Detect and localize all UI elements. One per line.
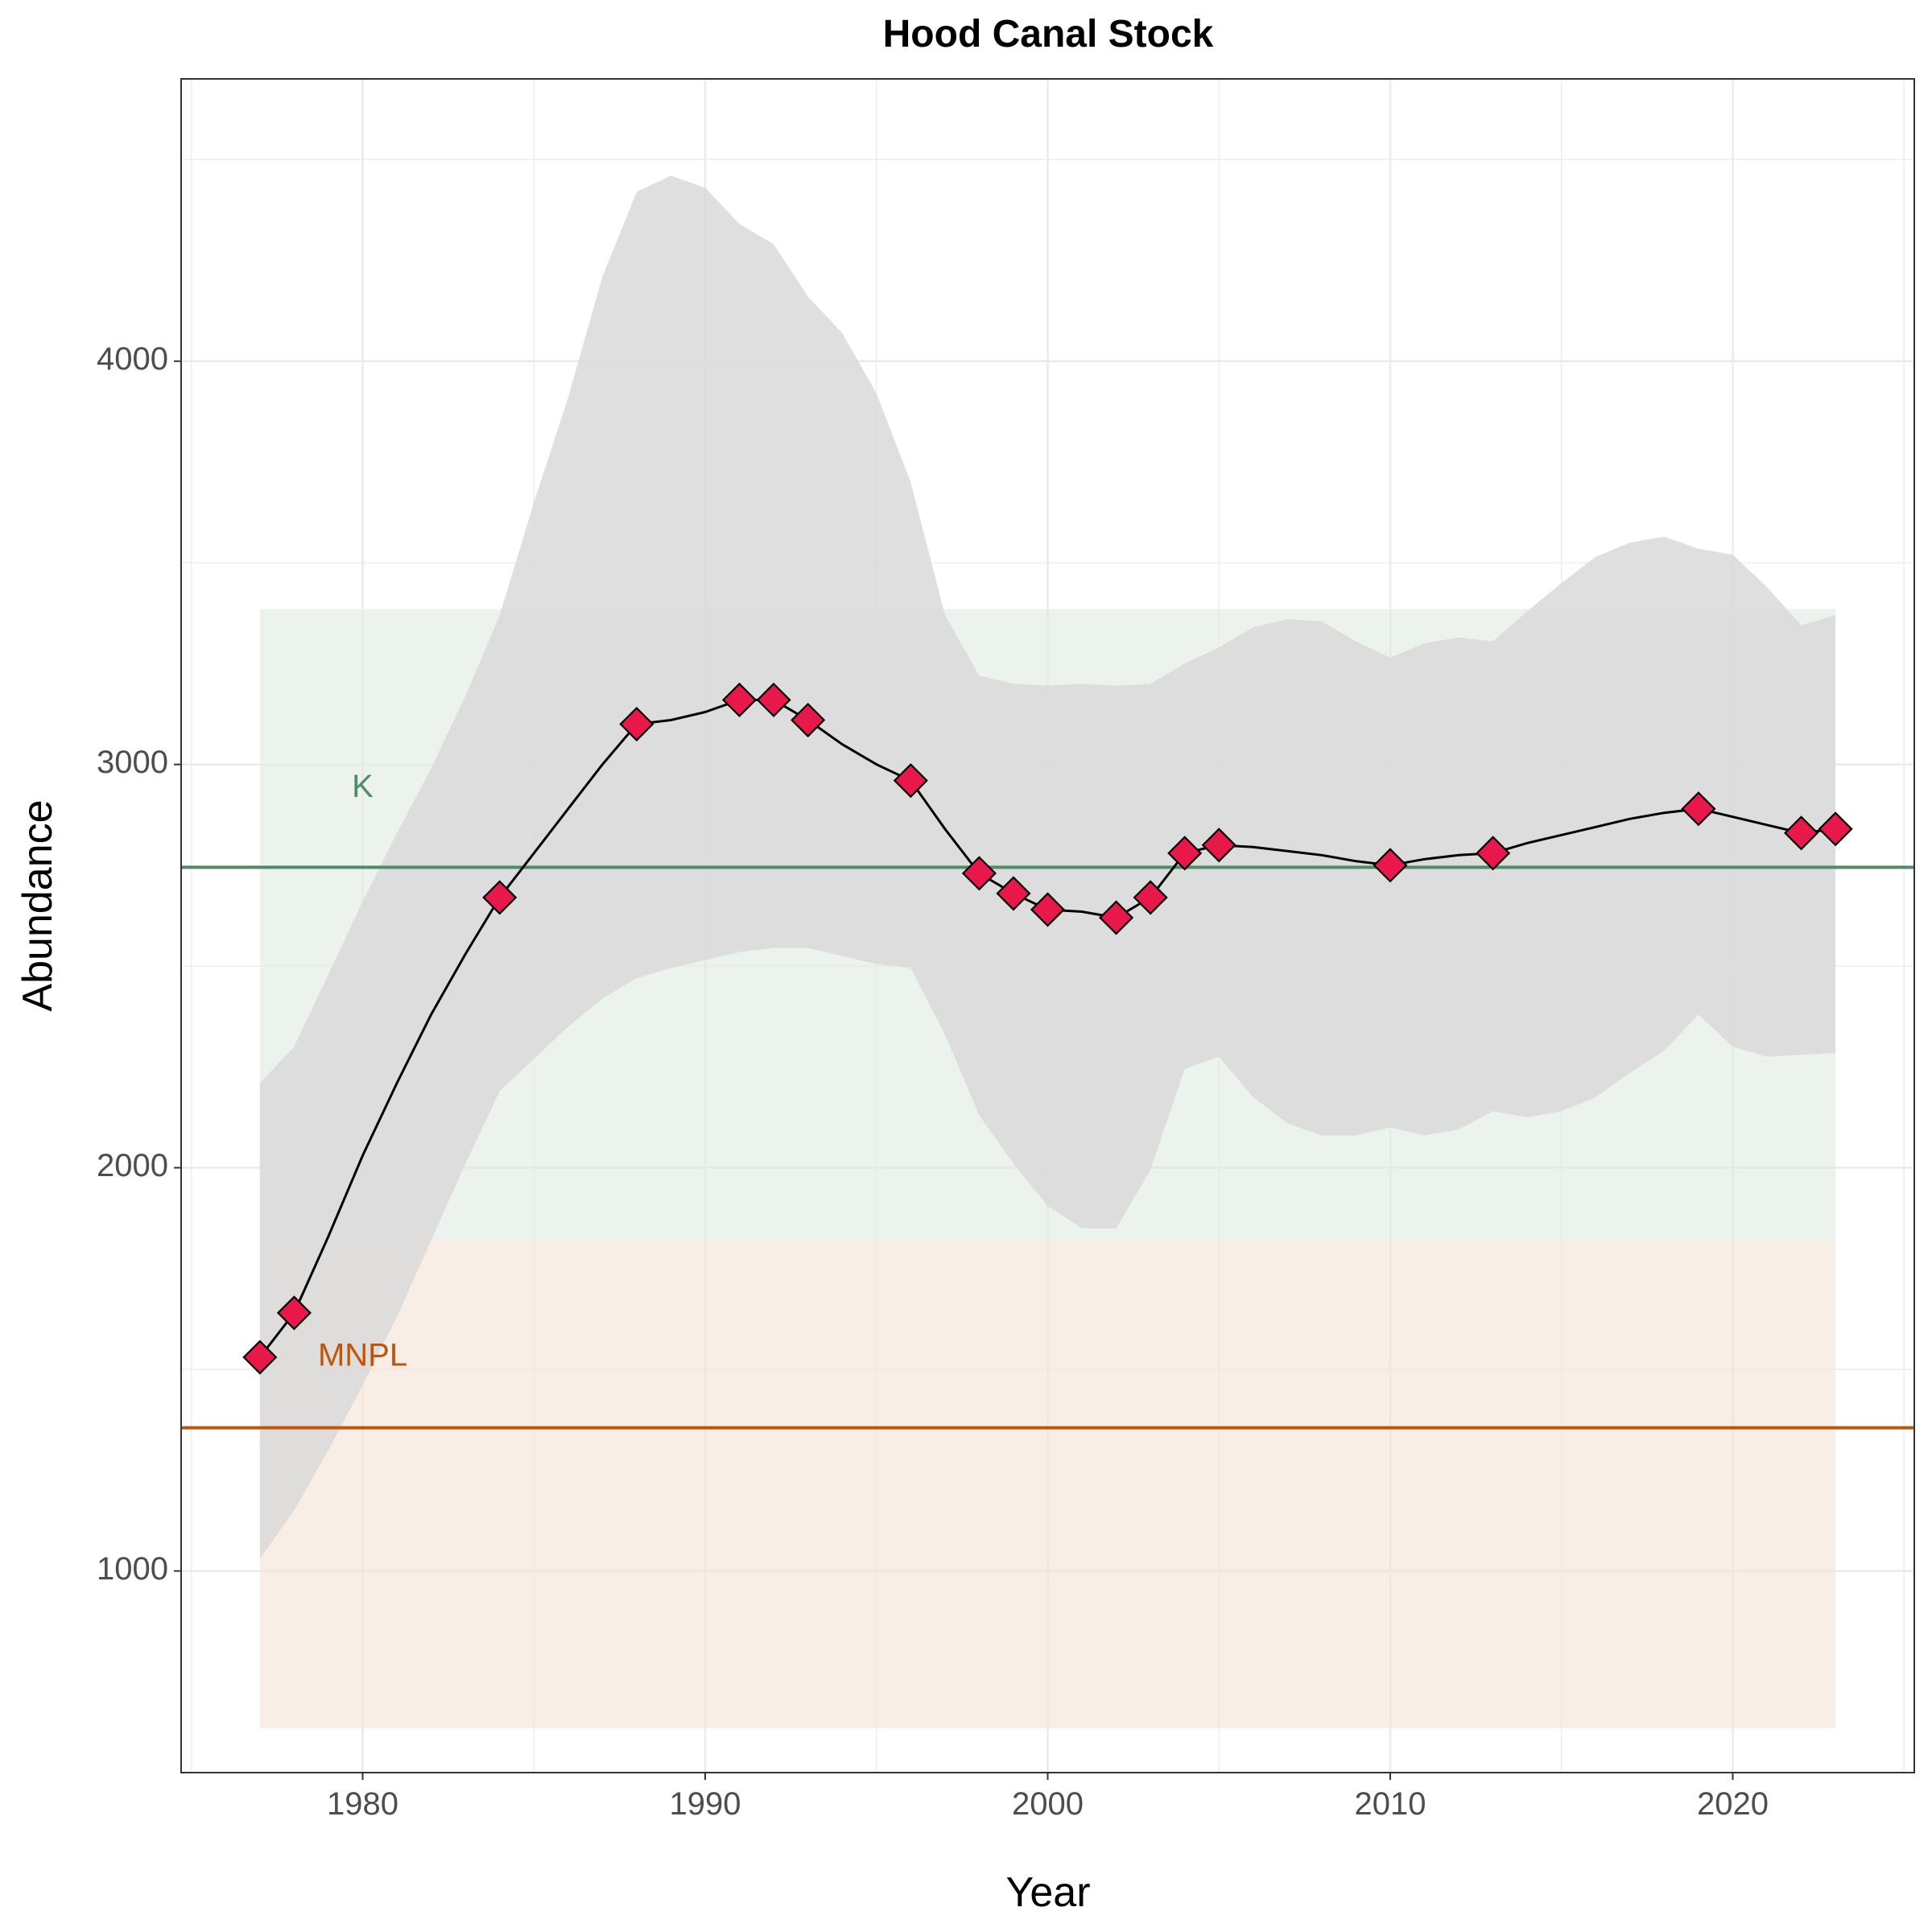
data-point [1201,828,1236,863]
data-point [242,1340,278,1375]
y-tick-label: 1000 [97,1551,168,1587]
y-axis: 1000 2000 3000 4000 [97,341,181,1587]
data-point [893,763,928,799]
data-point [721,682,758,718]
chart-title: Hood Canal Stock [883,13,1214,56]
data-point [1476,836,1511,871]
data-point [276,1295,312,1331]
x-axis: 1980 1990 2000 2010 2020 [327,1773,1769,1822]
x-tick-label: 2020 [1697,1786,1769,1822]
data-point [619,706,654,742]
data-point [1373,848,1408,883]
x-tick-label: 1980 [327,1786,398,1822]
data-point [1030,892,1066,927]
abundance-markers [242,682,1853,1375]
x-tick-label: 1990 [670,1786,741,1822]
data-point [1167,836,1203,871]
plot-area: K MNPL [180,78,1915,1773]
y-tick-label: 2000 [97,1148,168,1183]
y-axis-title: Abundance [14,799,61,1011]
data-point [1784,815,1819,851]
data-point [756,682,791,718]
x-axis-title: Year [1005,1869,1090,1916]
x-tick-label: 2010 [1355,1786,1426,1822]
data-point [1818,811,1853,847]
y-tick-label: 4000 [97,341,168,377]
data-point [996,876,1031,911]
range-mnpl-fill [259,1240,1836,1728]
y-tick-label: 3000 [97,745,168,780]
data-point [1099,900,1134,935]
data-point [961,856,997,891]
data-point [1133,880,1168,915]
reference-label-mnpl: MNPL [318,1338,407,1373]
data-point [791,702,826,738]
data-point [482,880,518,915]
data-point [1681,791,1716,827]
reference-labels: K MNPL [318,769,407,1373]
reference-lines [181,865,1914,1430]
reference-label-k: K [352,769,374,804]
x-tick-label: 2000 [1012,1786,1084,1822]
